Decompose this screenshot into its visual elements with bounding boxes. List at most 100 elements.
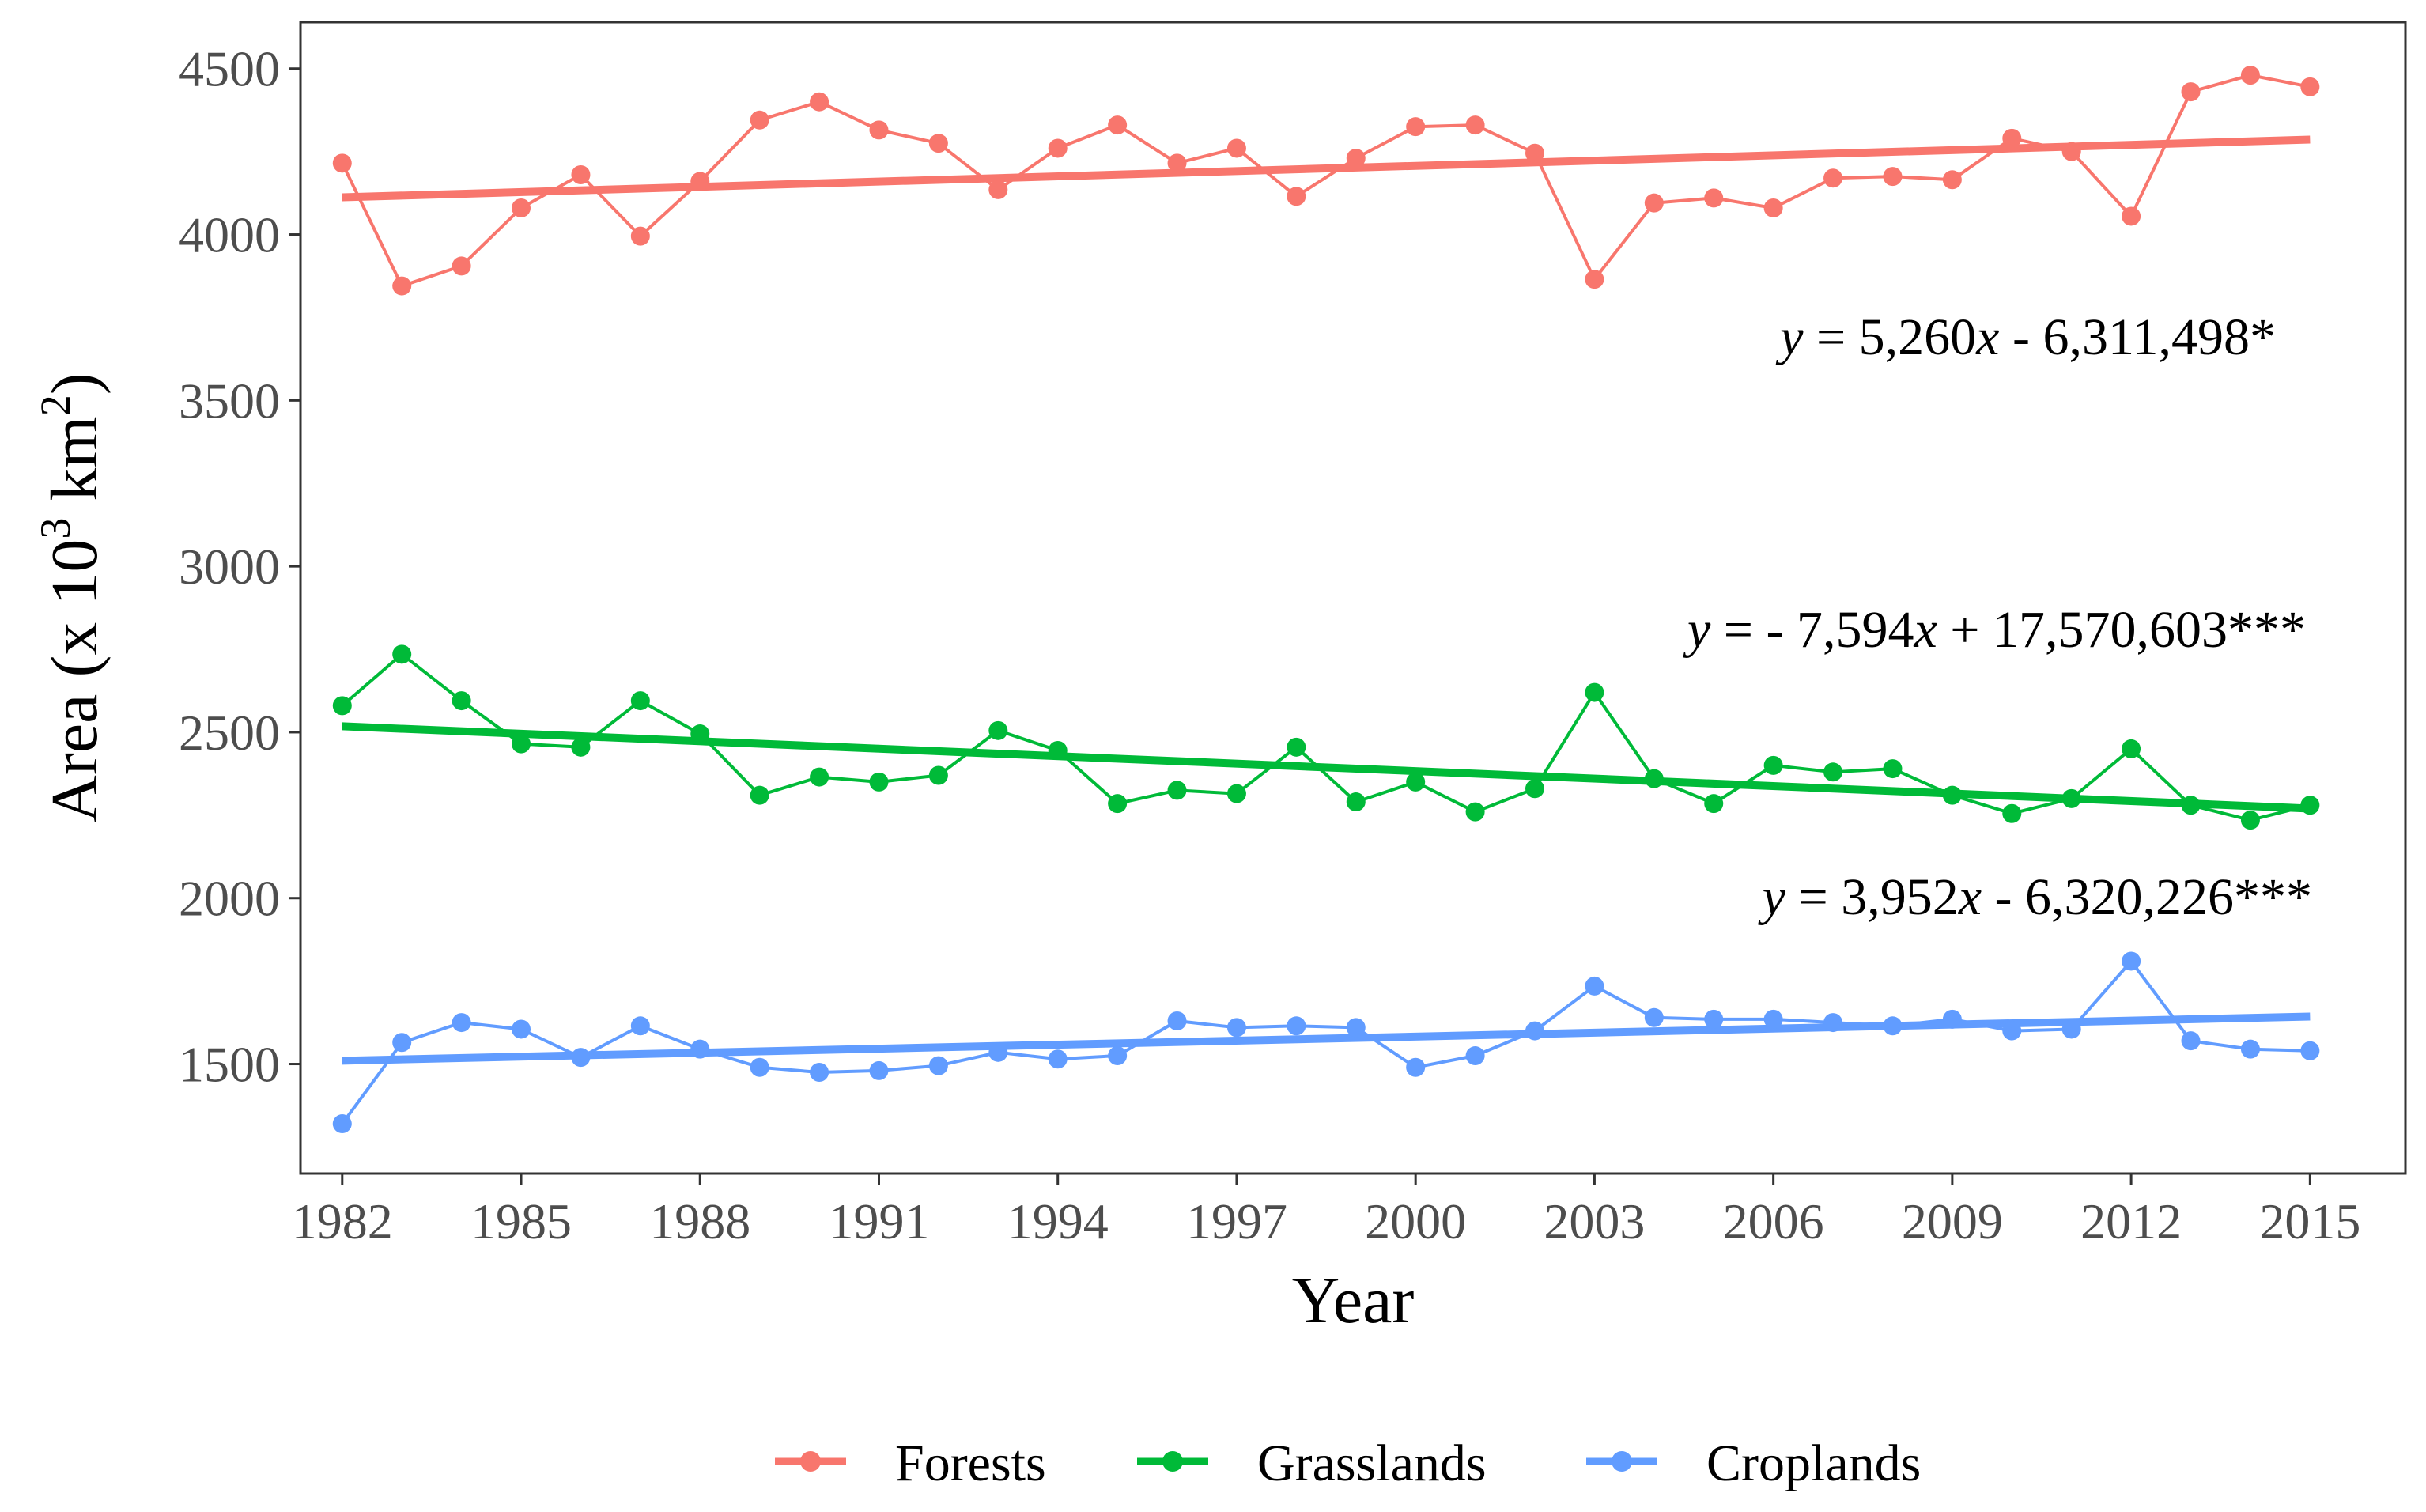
point-croplands-1985 (512, 1019, 531, 1039)
point-grasslands-1992 (928, 765, 948, 785)
point-croplands-1987 (630, 1016, 650, 1036)
point-grasslands-1989 (750, 785, 769, 805)
point-forests-2010 (2002, 128, 2022, 148)
point-croplands-2004 (1644, 1007, 1664, 1027)
equation-grasslands: y = - 7,594x + 17,570,603*** (1683, 601, 2306, 659)
x-tick-label-1991: 1991 (828, 1193, 929, 1249)
point-grasslands-2013 (2181, 796, 2201, 815)
point-croplands-2009 (1942, 1009, 1962, 1029)
point-croplands-1998 (1287, 1016, 1306, 1036)
point-croplands-2008 (1883, 1016, 1903, 1036)
legend-label-croplands: Croplands (1706, 1435, 1921, 1492)
point-croplands-1999 (1346, 1018, 1366, 1038)
x-tick-label-1985: 1985 (470, 1193, 572, 1249)
point-forests-2002 (1525, 143, 1545, 163)
y-tick-label-3000: 3000 (179, 539, 280, 595)
trend-line-grasslands (342, 722, 2311, 813)
x-tick-label-2000: 2000 (1365, 1193, 1466, 1249)
point-croplands-1989 (750, 1057, 769, 1077)
legend-swatch-point-forests (800, 1451, 821, 1472)
point-grasslands-2000 (1406, 772, 1426, 792)
x-tick-label-1982: 1982 (292, 1193, 393, 1249)
point-grasslands-1991 (869, 772, 889, 792)
point-forests-2004 (1644, 193, 1664, 213)
point-forests-1989 (750, 110, 769, 130)
point-grasslands-1995 (1108, 794, 1128, 814)
point-croplands-1991 (869, 1060, 889, 1080)
legend-label-grasslands: Grasslands (1257, 1435, 1487, 1492)
point-grasslands-2004 (1644, 769, 1664, 788)
point-croplands-2013 (2181, 1031, 2201, 1051)
series-line-grasslands (341, 652, 2311, 822)
point-forests-2001 (1465, 115, 1485, 135)
point-grasslands-1999 (1346, 792, 1366, 812)
y-tick-label-3500: 3500 (179, 372, 280, 429)
point-forests-2013 (2181, 82, 2201, 102)
y-axis-title: Area (x 103 km2) (32, 372, 111, 823)
point-grasslands-2009 (1942, 785, 1962, 805)
point-croplands-2010 (2002, 1021, 2022, 1041)
point-croplands-2012 (2122, 951, 2141, 971)
point-grasslands-2011 (2061, 788, 2081, 808)
point-forests-2014 (2240, 66, 2260, 85)
equation-croplands: y = 3,952x - 6,320,226*** (1758, 868, 2312, 926)
y-tick-label-4500: 4500 (179, 41, 280, 97)
point-croplands-1990 (810, 1063, 829, 1083)
point-forests-1994 (1048, 138, 1068, 158)
point-forests-2006 (1763, 198, 1783, 217)
point-grasslands-1996 (1167, 781, 1187, 800)
point-grasslands-2015 (2300, 796, 2320, 815)
point-grasslands-2012 (2122, 739, 2141, 758)
point-forests-1985 (512, 198, 531, 217)
series-points (332, 66, 2320, 1134)
point-forests-1990 (810, 92, 829, 112)
x-tick-label-2003: 2003 (1544, 1193, 1645, 1249)
point-forests-2008 (1883, 167, 1903, 187)
point-croplands-1984 (452, 1013, 471, 1033)
point-grasslands-2005 (1704, 794, 1724, 814)
legend-item-croplands: Croplands (1586, 1435, 1921, 1492)
point-croplands-2003 (1585, 976, 1604, 996)
point-forests-2015 (2300, 77, 2320, 96)
series-line-forests (341, 74, 2311, 288)
point-forests-2007 (1823, 168, 1843, 188)
point-croplands-1993 (988, 1042, 1008, 1062)
point-forests-2009 (1942, 170, 1962, 190)
point-forests-1997 (1226, 138, 1246, 158)
point-grasslands-2001 (1465, 802, 1485, 822)
y-tick-label-2000: 2000 (179, 871, 280, 927)
point-grasslands-1990 (810, 767, 829, 787)
point-croplands-2014 (2240, 1039, 2260, 1059)
point-grasslands-1985 (512, 734, 531, 754)
point-forests-2000 (1406, 117, 1426, 137)
point-croplands-1986 (571, 1048, 591, 1068)
point-croplands-1997 (1226, 1018, 1246, 1038)
point-forests-1993 (988, 180, 1008, 199)
point-forests-1991 (869, 120, 889, 140)
legend-swatch-point-croplands (1612, 1451, 1632, 1472)
y-tick-label-1500: 1500 (179, 1037, 280, 1093)
point-grasslands-1993 (988, 720, 1008, 740)
point-croplands-1996 (1167, 1011, 1187, 1030)
point-grasslands-2006 (1763, 755, 1783, 775)
x-tick-label-2009: 2009 (1902, 1193, 2003, 1249)
point-grasslands-1986 (571, 737, 591, 757)
point-forests-1982 (332, 153, 352, 173)
legend-item-forests: Forests (775, 1435, 1046, 1492)
legend-item-grasslands: Grasslands (1137, 1435, 1487, 1492)
point-croplands-1994 (1048, 1049, 1068, 1069)
point-grasslands-1983 (392, 644, 412, 664)
y-tick-label-2500: 2500 (179, 705, 280, 761)
x-tick-label-2015: 2015 (2259, 1193, 2360, 1249)
point-forests-1987 (630, 226, 650, 246)
point-croplands-2011 (2061, 1019, 2081, 1039)
point-grasslands-1998 (1287, 737, 1306, 757)
point-croplands-1995 (1108, 1046, 1128, 1066)
point-forests-2012 (2122, 206, 2141, 226)
y-axis: 1500 2000 2500 3000 3500 4000 4500 (179, 41, 300, 1093)
trend-line-forests (342, 135, 2311, 202)
point-croplands-1983 (392, 1033, 412, 1053)
point-grasslands-2002 (1525, 779, 1545, 799)
point-forests-2003 (1585, 270, 1604, 289)
